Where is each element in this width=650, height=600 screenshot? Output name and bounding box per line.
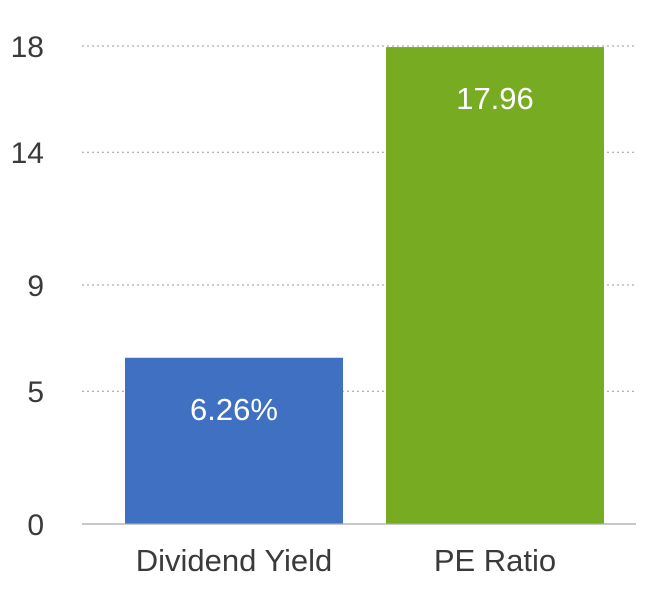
y-tick-label: 0 <box>27 509 44 542</box>
x-tick-label: Dividend Yield <box>136 543 332 578</box>
y-tick-label: 5 <box>27 376 44 409</box>
y-tick-label: 18 <box>11 31 44 64</box>
bar <box>386 47 604 524</box>
bar <box>125 357 343 524</box>
y-tick-label: 14 <box>11 137 44 170</box>
data-labels: 6.26% 17.96 <box>190 81 534 427</box>
data-label: 6.26% <box>190 392 278 427</box>
x-tick-label: PE Ratio <box>434 543 556 578</box>
y-axis-ticks: 0 5 9 14 18 <box>11 31 44 542</box>
bars <box>125 47 604 524</box>
data-label: 17.96 <box>456 81 534 116</box>
x-axis-ticks: Dividend Yield PE Ratio <box>136 543 556 578</box>
y-tick-label: 9 <box>27 270 44 303</box>
